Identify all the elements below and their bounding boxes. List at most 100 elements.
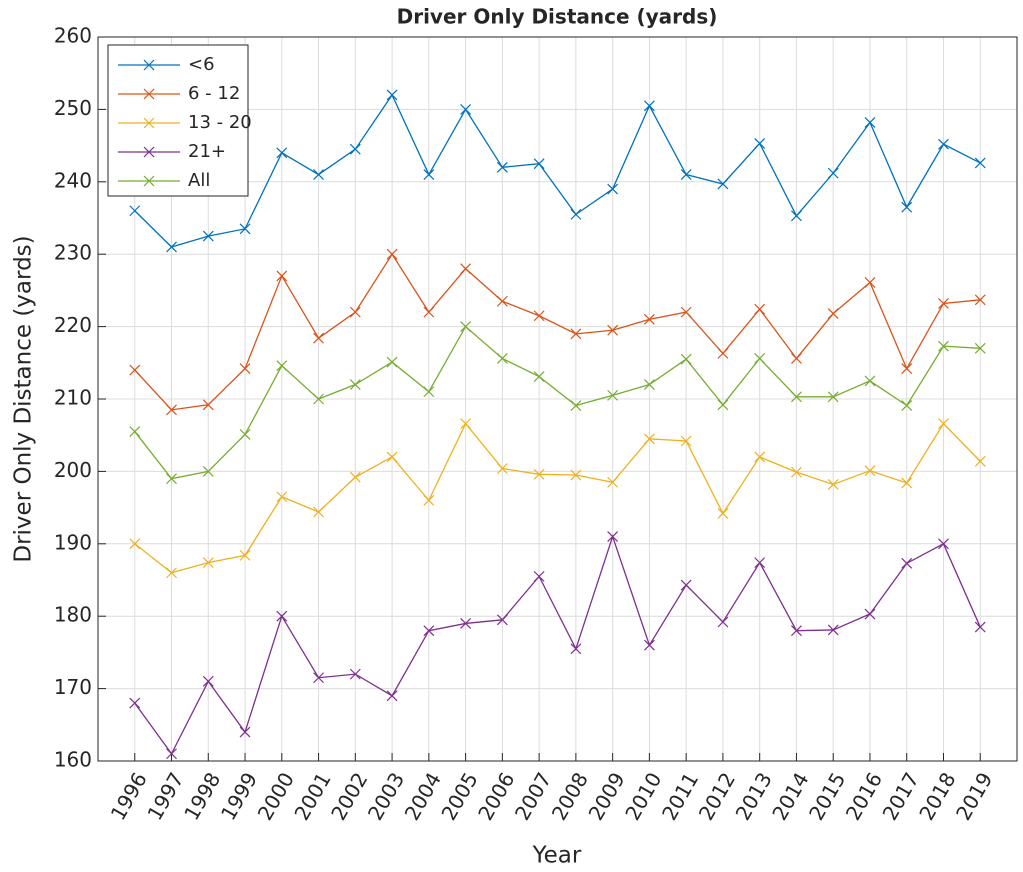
x-tick-label: 2007 [510, 768, 556, 824]
marker [901, 201, 913, 213]
marker [386, 356, 398, 368]
marker [129, 364, 141, 376]
marker [349, 143, 361, 155]
marker [313, 506, 324, 518]
y-tick-label: 260 [54, 24, 92, 48]
marker [754, 353, 766, 364]
x-tick-label: 2004 [400, 768, 446, 824]
marker [166, 748, 177, 760]
marker [496, 295, 508, 307]
marker [754, 138, 766, 149]
x-tick-label: 2001 [289, 768, 335, 824]
marker [974, 294, 986, 306]
marker [313, 169, 324, 180]
marker [901, 477, 913, 489]
marker [460, 618, 472, 629]
x-tick-label: 2000 [253, 768, 299, 824]
marker [901, 400, 913, 411]
marker [143, 175, 155, 187]
marker [143, 117, 155, 129]
marker [938, 418, 949, 430]
series-line [134, 252, 981, 411]
series-line [134, 534, 981, 756]
x-tick-label: 1997 [142, 768, 188, 824]
marker [607, 389, 619, 401]
legend-label: 21+ [188, 141, 226, 162]
y-tick-label: 220 [54, 313, 92, 337]
marker [276, 491, 288, 503]
marker [239, 363, 251, 375]
marker [791, 353, 802, 364]
marker [791, 625, 802, 637]
x-tick-label: 2002 [326, 768, 372, 824]
chart-title: Driver Only Distance (yards) [397, 5, 718, 29]
marker [791, 391, 802, 403]
legend-label: 6 - 12 [188, 83, 240, 104]
marker [901, 363, 913, 375]
legend: <6 6 - 12 13 - 20 21+ All [107, 44, 252, 197]
y-axis-label: Driver Only Distance (yards) [11, 235, 37, 562]
marker [754, 303, 766, 315]
marker [901, 557, 913, 569]
marker [938, 138, 949, 150]
marker [827, 167, 839, 179]
marker [717, 178, 729, 190]
marker [827, 479, 839, 490]
marker [349, 668, 361, 680]
marker [680, 579, 692, 591]
marker [202, 675, 214, 687]
marker [570, 208, 582, 220]
x-tick-label: 2009 [583, 768, 629, 824]
marker [166, 241, 177, 253]
axes-box [97, 36, 1018, 762]
x-tick-label: 2015 [804, 768, 850, 824]
marker [202, 557, 214, 569]
marker [570, 400, 582, 411]
y-tick-label: 210 [54, 386, 92, 410]
marker [143, 88, 155, 100]
marker [496, 463, 508, 474]
marker [349, 306, 361, 318]
marker [166, 404, 177, 416]
marker [276, 270, 288, 282]
marker [607, 531, 619, 542]
marker [496, 353, 508, 364]
marker [349, 471, 361, 483]
marker [827, 391, 839, 403]
x-tick-label: 2017 [878, 768, 924, 824]
marker [349, 379, 361, 390]
x-tick-label: 2003 [363, 768, 409, 824]
y-tick-label: 170 [54, 675, 92, 699]
marker [313, 393, 324, 405]
legend-label: 13 - 20 [188, 112, 252, 133]
marker [423, 625, 435, 637]
marker [129, 426, 141, 438]
y-tick-label: 160 [54, 748, 92, 772]
marker [129, 205, 141, 217]
x-tick-label: 2008 [547, 768, 593, 824]
marker [386, 690, 398, 702]
marker [864, 375, 876, 387]
marker [680, 435, 692, 447]
marker [460, 103, 472, 115]
marker [386, 89, 398, 101]
x-tick-label: 2005 [436, 768, 482, 824]
marker [864, 277, 876, 288]
x-tick-label: 2011 [657, 768, 703, 824]
y-tick-label: 190 [54, 530, 92, 554]
marker [570, 469, 582, 481]
y-tick-label: 240 [54, 168, 92, 192]
marker [717, 347, 729, 359]
x-tick-label: 2006 [473, 768, 519, 824]
marker [143, 146, 155, 158]
x-tick-label: 2019 [951, 768, 997, 824]
marker [533, 468, 545, 480]
marker [974, 621, 986, 633]
marker [827, 624, 839, 636]
marker [643, 313, 655, 325]
x-tick-label: 2016 [841, 768, 887, 824]
series-line [134, 422, 981, 574]
marker [680, 169, 692, 180]
x-tick-label: 1996 [106, 768, 152, 824]
y-tick-label: 250 [54, 96, 92, 120]
